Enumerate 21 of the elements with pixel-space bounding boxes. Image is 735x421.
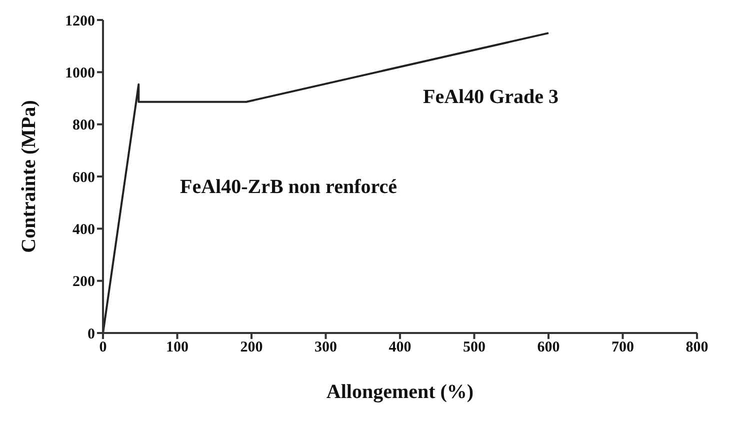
- annotation: FeAl40-ZrB non renforcé: [180, 176, 398, 198]
- x-tick-label: 600: [537, 340, 560, 356]
- y-tick-label: 600: [72, 170, 95, 186]
- y-tick-label: 200: [72, 274, 95, 290]
- y-tick-label: 0: [88, 326, 95, 342]
- y-axis-title: Contrainte (MPa): [18, 100, 40, 253]
- x-tick-label: 400: [388, 340, 412, 356]
- x-tick-label: 100: [166, 340, 188, 356]
- annotation: FeAl40 Grade 3: [423, 86, 559, 108]
- x-tick-label: 700: [612, 340, 634, 356]
- x-tick-label: 300: [314, 340, 337, 356]
- x-tick-label: 500: [463, 340, 486, 356]
- y-tick-label: 1000: [65, 65, 95, 82]
- x-tick-label: 200: [240, 340, 263, 356]
- line-series: [103, 32, 550, 333]
- y-tick-label: 800: [72, 118, 95, 134]
- y-tick-label: 400: [72, 222, 95, 238]
- x-axis-title: Allongement (%): [326, 381, 474, 403]
- x-tick-label: 800: [686, 340, 708, 356]
- y-tick-label: 1200: [65, 13, 95, 30]
- x-tick-label: 0: [99, 340, 107, 356]
